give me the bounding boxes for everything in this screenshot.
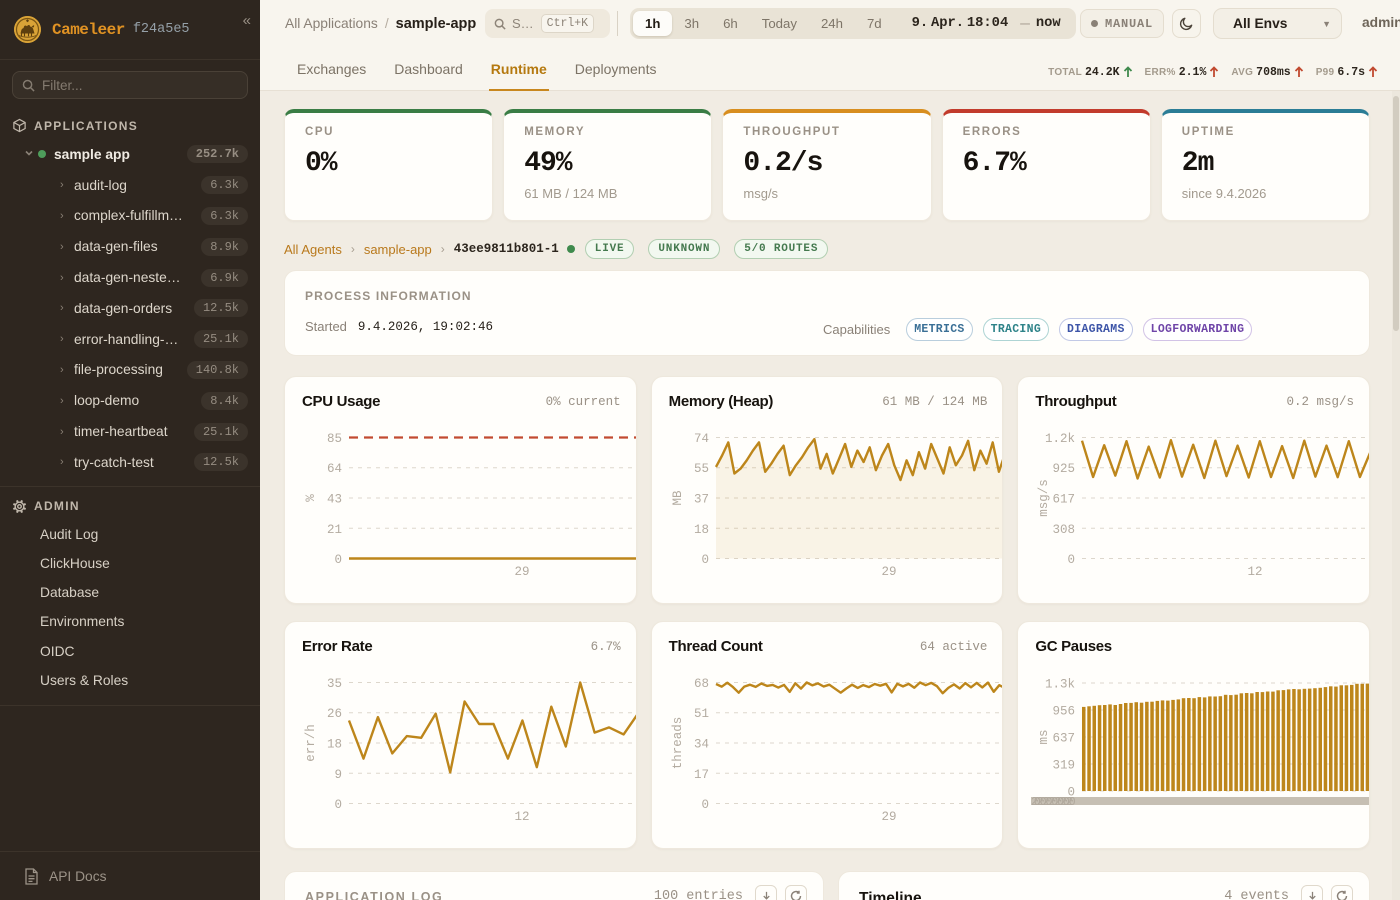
svg-text:925: 925 <box>1053 462 1076 476</box>
svg-text:18: 18 <box>694 523 709 537</box>
svg-text:MB: MB <box>671 490 685 506</box>
svg-text:37: 37 <box>694 493 709 507</box>
svg-text:34: 34 <box>694 738 709 752</box>
svg-text:21: 21 <box>327 523 342 537</box>
svg-text:12: 12 <box>514 810 529 824</box>
svg-text:319: 319 <box>1053 759 1076 773</box>
svg-text:85: 85 <box>327 432 342 446</box>
svg-text:74: 74 <box>694 432 709 446</box>
svg-text:26: 26 <box>327 707 342 721</box>
svg-text:308: 308 <box>1053 523 1076 537</box>
svg-text:msg/s: msg/s <box>1037 479 1051 517</box>
svg-text:18: 18 <box>327 738 342 752</box>
svg-text:1.3k: 1.3k <box>1045 678 1075 692</box>
svg-text:55: 55 <box>694 462 709 476</box>
svg-text:68: 68 <box>694 677 709 691</box>
svg-text:43: 43 <box>327 493 342 507</box>
svg-text:threads: threads <box>671 717 685 770</box>
svg-text:51: 51 <box>694 707 709 721</box>
svg-text:17: 17 <box>694 768 709 782</box>
svg-text:0: 0 <box>701 798 709 812</box>
svg-text:0: 0 <box>334 553 342 567</box>
svg-text:637: 637 <box>1053 732 1076 746</box>
svg-text:35: 35 <box>327 677 342 691</box>
svg-text:29: 29 <box>881 565 896 579</box>
svg-text:29: 29 <box>514 565 529 579</box>
svg-text:0: 0 <box>334 798 342 812</box>
svg-text:ms: ms <box>1037 729 1051 744</box>
svg-text:0: 0 <box>1068 786 1076 800</box>
svg-text:29: 29 <box>881 810 896 824</box>
svg-text:20202020202020: 20202020202020 <box>1031 796 1076 809</box>
svg-text:956: 956 <box>1053 705 1076 719</box>
svg-text:12: 12 <box>1248 565 1263 579</box>
svg-text:617: 617 <box>1053 493 1076 507</box>
svg-text:0: 0 <box>701 553 709 567</box>
svg-text:0: 0 <box>1068 553 1076 567</box>
svg-text:64: 64 <box>327 462 342 476</box>
svg-text:%: % <box>304 494 318 502</box>
svg-text:err/h: err/h <box>304 724 318 762</box>
svg-text:9: 9 <box>334 768 342 782</box>
svg-text:1.2k: 1.2k <box>1045 432 1075 446</box>
